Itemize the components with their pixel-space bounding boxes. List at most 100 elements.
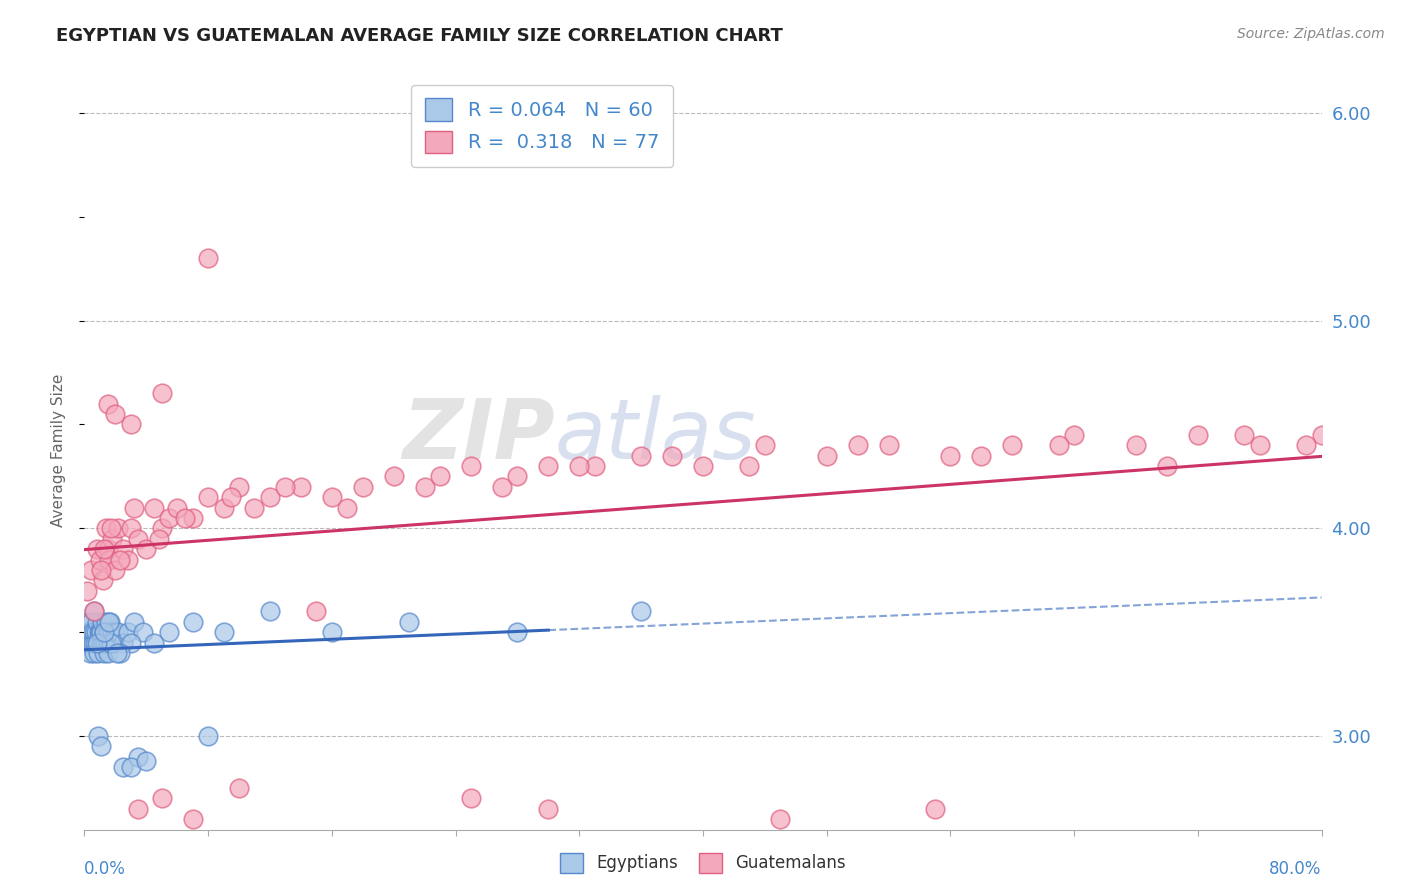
Point: [398, 615, 420, 629]
Legend: R = 0.064   N = 60, R =  0.318   N = 77: R = 0.064 N = 60, R = 0.318 N = 77: [412, 85, 673, 167]
Point: [90, 635, 112, 649]
Point: [104, 407, 127, 421]
Point: [76, 583, 98, 598]
Point: [112, 635, 135, 649]
Point: [568, 458, 591, 473]
Point: [243, 500, 266, 515]
Point: [89, 625, 111, 640]
Point: [159, 511, 180, 525]
Point: [104, 563, 127, 577]
Point: [83, 604, 105, 618]
Point: [290, 480, 312, 494]
Point: [79, 563, 101, 577]
Point: [413, 480, 436, 494]
Point: [181, 511, 204, 525]
Point: [105, 646, 128, 660]
Point: [101, 532, 124, 546]
Point: [924, 802, 946, 816]
Point: [197, 252, 219, 266]
Point: [738, 458, 761, 473]
Point: [127, 749, 149, 764]
Point: [96, 542, 118, 557]
Point: [429, 469, 451, 483]
Point: [93, 646, 115, 660]
Point: [143, 635, 166, 649]
Point: [661, 449, 683, 463]
Point: [108, 552, 131, 566]
Point: [90, 625, 112, 640]
Legend: Egyptians, Guatemalans: Egyptians, Guatemalans: [554, 847, 852, 880]
Point: [91, 635, 114, 649]
Point: [127, 802, 149, 816]
Point: [212, 625, 235, 640]
Point: [159, 625, 180, 640]
Point: [1249, 438, 1271, 452]
Point: [117, 625, 139, 640]
Point: [1310, 428, 1333, 442]
Text: EGYPTIAN VS GUATEMALAN AVERAGE FAMILY SIZE CORRELATION CHART: EGYPTIAN VS GUATEMALAN AVERAGE FAMILY SI…: [56, 27, 783, 45]
Point: [769, 812, 792, 826]
Point: [76, 625, 98, 640]
Point: [120, 521, 142, 535]
Point: [87, 646, 110, 660]
Point: [76, 635, 98, 649]
Point: [197, 490, 219, 504]
Point: [815, 449, 838, 463]
Point: [228, 780, 250, 795]
Point: [537, 458, 560, 473]
Point: [970, 449, 993, 463]
Text: ZIP: ZIP: [402, 395, 554, 475]
Text: Source: ZipAtlas.com: Source: ZipAtlas.com: [1237, 27, 1385, 41]
Point: [84, 635, 107, 649]
Y-axis label: Average Family Size: Average Family Size: [51, 374, 66, 527]
Point: [460, 458, 482, 473]
Point: [103, 635, 125, 649]
Point: [94, 615, 117, 629]
Point: [305, 604, 328, 618]
Point: [112, 542, 135, 557]
Point: [150, 386, 173, 401]
Point: [90, 563, 112, 577]
Point: [506, 625, 529, 640]
Point: [630, 449, 652, 463]
Point: [174, 511, 197, 525]
Point: [212, 500, 235, 515]
Point: [96, 625, 118, 640]
Point: [82, 625, 104, 640]
Point: [83, 646, 105, 660]
Point: [93, 625, 115, 640]
Point: [150, 521, 173, 535]
Point: [630, 604, 652, 618]
Point: [181, 812, 204, 826]
Point: [77, 615, 100, 629]
Text: 80.0%: 80.0%: [1270, 860, 1322, 878]
Point: [692, 458, 714, 473]
Point: [94, 635, 117, 649]
Point: [96, 397, 118, 411]
Point: [77, 625, 100, 640]
Point: [1187, 428, 1209, 442]
Point: [537, 802, 560, 816]
Point: [86, 542, 108, 557]
Point: [86, 635, 108, 649]
Point: [97, 646, 120, 660]
Point: [197, 729, 219, 743]
Text: atlas: atlas: [554, 395, 756, 475]
Point: [117, 552, 139, 566]
Point: [122, 500, 145, 515]
Point: [120, 417, 142, 432]
Point: [143, 500, 166, 515]
Point: [93, 625, 115, 640]
Point: [96, 635, 118, 649]
Point: [82, 635, 104, 649]
Point: [79, 646, 101, 660]
Point: [93, 542, 115, 557]
Point: [89, 552, 111, 566]
Point: [382, 469, 405, 483]
Point: [150, 791, 173, 805]
Point: [91, 615, 114, 629]
Point: [86, 615, 108, 629]
Point: [583, 458, 606, 473]
Point: [460, 791, 482, 805]
Point: [1001, 438, 1024, 452]
